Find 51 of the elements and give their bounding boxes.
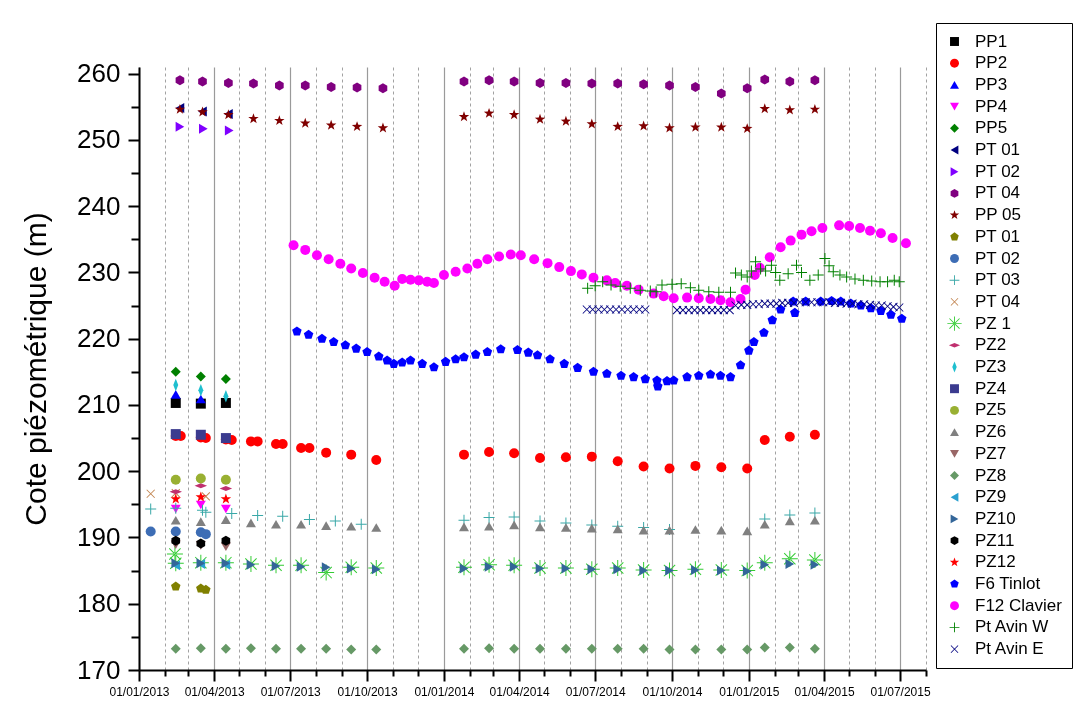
legend-label: Pt Avin W: [975, 617, 1049, 637]
legend-label: PZ 1: [975, 313, 1011, 333]
legend-label: PT 03: [975, 270, 1021, 290]
y-tick-label: 180: [77, 588, 121, 619]
legend-label: PZ3: [975, 357, 1007, 376]
legend-label: PZ8: [975, 465, 1007, 485]
legend-label: PP 05: [975, 205, 1022, 225]
y-tick-label: 220: [77, 323, 121, 354]
x-tick-label: 01/07/2013: [260, 684, 322, 699]
legend-label: PZ2: [975, 335, 1007, 355]
x-tick-label: 01/04/2014: [489, 684, 550, 699]
x-tick-label: 01/01/2013: [109, 684, 170, 699]
legend-label: PP2: [975, 53, 1008, 73]
y-tick-label: 260: [77, 58, 121, 89]
legend-label: PP4: [975, 96, 1008, 116]
legend-label: PZ10: [975, 508, 1016, 528]
legend-label: PT 04: [975, 183, 1021, 203]
legend-label: PZ9: [975, 487, 1007, 507]
legend-label: PT 01: [975, 140, 1021, 159]
legend-label: PZ7: [975, 443, 1007, 463]
legend-label: F12 Clavier: [975, 595, 1063, 615]
y-tick-label: 250: [77, 124, 121, 155]
x-tick-label: 01/01/2014: [414, 684, 475, 699]
legend-label: PZ11: [975, 530, 1015, 550]
legend-label: PZ6: [975, 422, 1007, 442]
y-tick-label: 240: [77, 190, 121, 221]
y-axis-title: Cote piézométrique (m): [19, 212, 53, 526]
legend-label: PT 04: [975, 291, 1021, 311]
x-tick-label: 01/04/2015: [794, 684, 855, 699]
x-tick-label: 01/04/2013: [184, 684, 246, 699]
x-tick-label: 01/10/2014: [642, 684, 703, 699]
x-tick-label: 01/07/2014: [565, 684, 627, 699]
y-tick-label: 190: [77, 521, 121, 552]
y-tick-label: 210: [77, 389, 121, 420]
x-tick-label: 01/01/2015: [719, 684, 780, 699]
y-tick-label: 230: [77, 256, 121, 287]
legend-label: F6 Tinlot: [975, 574, 1041, 593]
x-tick-label: 01/10/2013: [337, 684, 398, 699]
legend-label: PT 01: [975, 226, 1021, 246]
y-tick-label: 170: [77, 654, 121, 685]
legend-label: PZ5: [975, 400, 1007, 420]
legend-label: PT 02: [975, 248, 1021, 268]
legend-label: PZ4: [975, 378, 1007, 398]
legend-label: PT 02: [975, 161, 1021, 181]
legend-label: PZ12: [975, 552, 1016, 572]
legend-label: PP5: [975, 118, 1008, 138]
y-tick-label: 200: [77, 455, 121, 486]
legend-label: PP3: [975, 74, 1008, 94]
legend-label: PP1: [975, 31, 1008, 51]
legend-label: Pt Avin E: [975, 639, 1044, 659]
x-tick-label: 01/07/2015: [870, 684, 931, 699]
